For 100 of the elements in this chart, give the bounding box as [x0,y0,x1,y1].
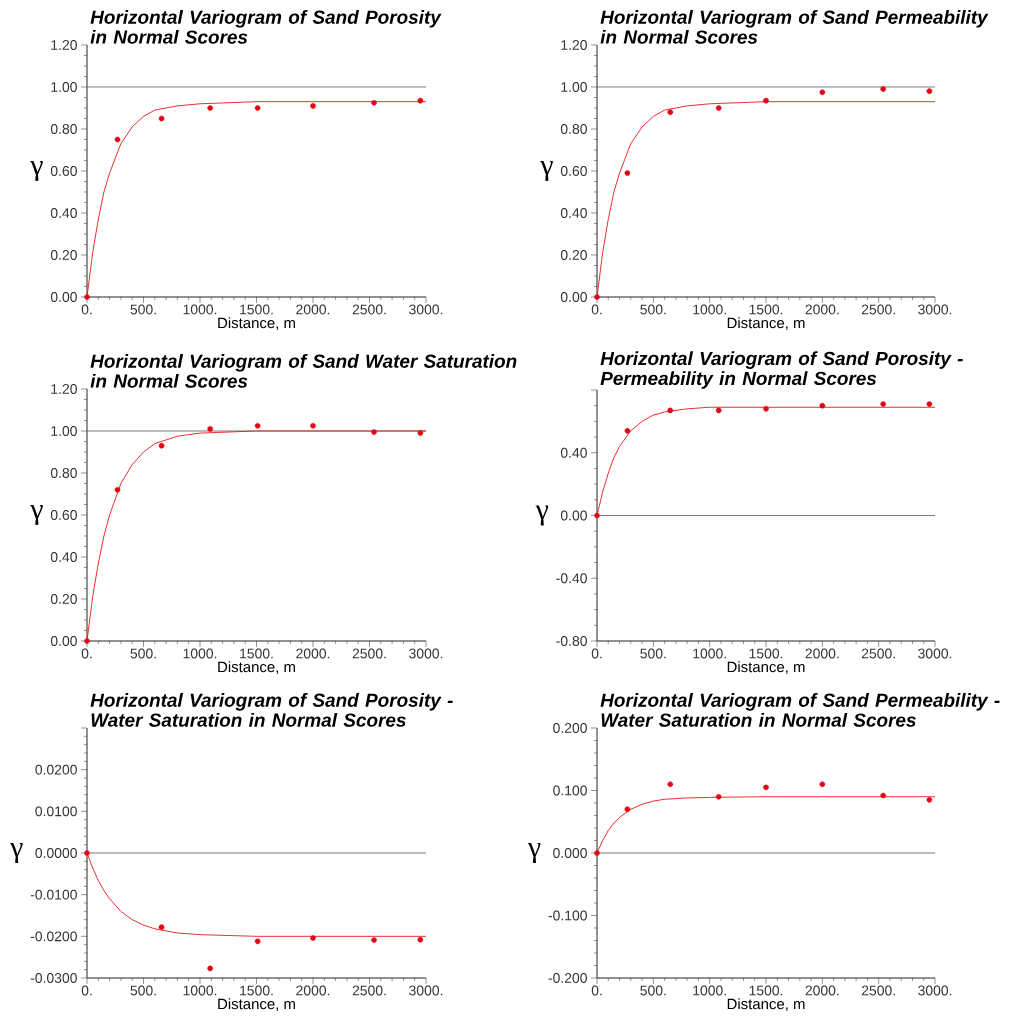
point [880,792,886,799]
point [114,136,121,143]
point [84,638,90,644]
y-axis-title: γ [540,160,553,182]
x-tick-label: 0. [81,985,92,996]
x-tick-label: 2500. [861,985,895,996]
x-tick-label: 1000. [183,304,217,315]
point [84,294,90,300]
point [417,430,424,436]
y-tick-label: 1.00 [51,426,77,436]
y-tick-label: -0.0300 [30,973,77,983]
y-tick-label: 0.100 [553,785,587,796]
y-tick-label: 0.0100 [35,806,77,817]
point [926,401,933,407]
point [715,407,722,414]
x-tick-label: 3000. [918,985,952,996]
y-tick-label: 0.0200 [35,764,77,775]
y-axis-title: γ [10,842,23,864]
x-tick-label: 2500. [352,304,386,315]
x-tick-label: 500. [640,304,666,315]
x-tick-label: 0. [591,985,602,996]
y-tick-label: 0.80 [50,124,77,134]
y-tick-label: -0.0200 [30,931,77,942]
point [158,115,165,122]
point [158,924,165,930]
chart-title: Horizontal Variogram of Sand Porosity - Water Saturation in Normal Scores [90,692,453,727]
x-tick-label: 3000. [918,648,952,659]
x-tick-label: 0. [591,304,602,315]
point [819,89,826,96]
y-axis-title: γ [30,160,43,182]
x-tick-label: 2000. [805,648,839,659]
y-tick-label: 0.60 [50,166,77,176]
point [207,426,213,432]
point [763,406,769,412]
y-tick-label: 0.60 [560,166,587,176]
y-tick-label: 0.20 [50,250,77,260]
x-tick-label: 1500. [240,985,273,996]
y-tick-label: 1.00 [561,82,587,92]
point [310,422,316,429]
point [158,442,165,449]
chart-title: Horizontal Variogram of Sand Permeability in Normal Scores [600,9,989,44]
x-tick-label: 0. [81,304,92,315]
x-tick-label: 2500. [352,985,386,996]
point [594,850,600,856]
chart-title: Horizontal Variogram of Sand Porosity in Normal Scores [90,9,442,44]
point [926,88,933,94]
y-tick-label: 0.80 [560,124,587,134]
point [371,937,377,943]
point [624,170,631,176]
x-tick-label: 1000. [183,648,217,659]
x-tick-label: 2000. [296,304,330,315]
x-tick-label: 500. [640,985,666,996]
y-axis-title: γ [30,504,43,526]
x-tick-label: 3000. [409,304,443,315]
y-tick-label: 1.20 [51,384,77,394]
y-tick-label: -0.0100 [30,889,77,900]
x-axis-title: Distance, m [218,661,295,674]
x-tick-label: 0. [591,648,602,659]
x-tick-label: 500. [640,648,666,659]
y-tick-label: -0.80 [556,636,587,646]
point [371,429,377,435]
point [254,105,261,111]
point [254,938,261,945]
point [715,793,722,800]
x-tick-label: 2000. [296,648,330,659]
point [254,422,261,429]
y-tick-label: 0.0000 [35,848,77,858]
x-tick-label: 2000. [296,985,330,996]
y-tick-label: 0.00 [560,292,587,302]
x-tick-label: 2500. [352,648,386,659]
point [371,99,377,106]
y-tick-label: 1.00 [51,82,77,92]
x-tick-label: 1500. [749,304,783,315]
point [114,486,121,493]
point [594,512,600,519]
chart-title: Horizontal Variogram of Sand Porosity - Permeability in Normal Scores [600,351,963,389]
x-tick-label: 2000. [805,985,839,996]
point [207,965,213,972]
y-tick-label: -0.40 [556,573,587,584]
y-tick-label: 1.20 [561,40,587,50]
point [763,784,769,791]
point [310,935,316,941]
x-axis-title: Distance, m [727,998,805,1011]
x-axis-title: Distance, m [727,317,805,330]
x-tick-label: 2000. [805,304,839,315]
point [819,781,826,788]
x-tick-label: 0. [81,648,92,659]
point [819,402,826,409]
point [84,850,90,856]
point [594,294,600,300]
y-tick-label: -0.100 [548,910,587,921]
point [880,401,886,407]
x-tick-label: 500. [130,985,156,996]
y-tick-label: 0.200 [553,723,587,733]
x-tick-label: 3000. [409,648,443,659]
y-tick-label: 0.40 [50,208,77,218]
y-axis-title: γ [535,505,549,526]
x-tick-label: 1500. [749,648,783,659]
chart-title: Horizontal Variogram of Sand Water Saturation in Normal Scores [90,353,517,388]
point [667,407,674,414]
